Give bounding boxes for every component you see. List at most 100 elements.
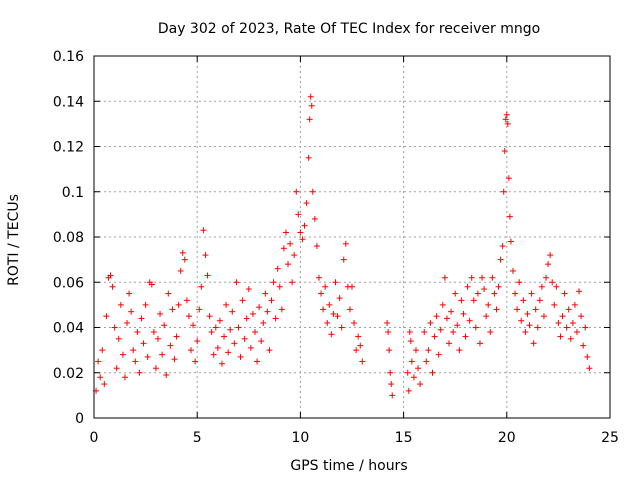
data-point — [573, 329, 580, 336]
data-point — [512, 290, 519, 297]
data-point — [101, 381, 108, 388]
y-tick-label: 0.06 — [53, 275, 84, 291]
data-point — [410, 374, 417, 381]
data-point — [196, 306, 203, 313]
data-point — [227, 326, 234, 333]
data-point — [231, 340, 238, 347]
data-point — [518, 317, 525, 324]
data-point — [483, 313, 490, 320]
data-point — [99, 347, 106, 354]
data-point — [245, 286, 252, 293]
data-point — [313, 243, 320, 250]
data-point — [202, 252, 209, 259]
data-point — [460, 310, 467, 317]
data-point — [429, 369, 436, 376]
data-point — [134, 329, 141, 336]
data-point — [126, 290, 133, 297]
data-point — [171, 356, 178, 363]
data-point — [355, 333, 362, 340]
y-tick-label: 0.14 — [53, 94, 84, 110]
data-point — [443, 315, 450, 322]
data-point — [225, 349, 232, 356]
data-point — [138, 315, 145, 322]
data-point — [425, 347, 432, 354]
data-point — [446, 340, 453, 347]
data-points — [93, 93, 593, 399]
data-point — [190, 322, 197, 329]
data-point — [437, 326, 444, 333]
data-point — [254, 358, 261, 365]
data-point — [233, 279, 240, 286]
data-point — [557, 333, 564, 340]
data-point — [448, 308, 455, 315]
data-point — [433, 313, 440, 320]
data-point — [113, 365, 120, 372]
data-point — [128, 308, 135, 315]
data-point — [268, 297, 275, 304]
data-point — [472, 324, 479, 331]
data-point — [280, 245, 287, 252]
data-point — [97, 374, 104, 381]
data-point — [328, 331, 335, 338]
x-tick-label: 5 — [193, 430, 202, 446]
data-point — [307, 93, 314, 100]
data-point — [543, 274, 550, 281]
data-point — [95, 358, 102, 365]
data-point — [235, 324, 242, 331]
data-point — [140, 340, 147, 347]
data-point — [206, 313, 213, 320]
data-point — [423, 358, 430, 365]
data-point — [491, 290, 498, 297]
data-point — [124, 319, 131, 326]
y-axis-label: ROTI / TECUs — [6, 194, 22, 286]
data-point — [578, 313, 585, 320]
data-point — [239, 297, 246, 304]
data-point — [121, 374, 128, 381]
data-point — [407, 338, 414, 345]
data-point — [194, 338, 201, 345]
data-point — [421, 329, 428, 336]
data-point — [154, 335, 161, 342]
data-point — [249, 310, 256, 317]
data-point — [545, 261, 552, 268]
data-point — [470, 297, 477, 304]
data-point — [495, 283, 502, 290]
data-point — [359, 358, 366, 365]
data-point — [481, 286, 488, 293]
data-point — [412, 347, 419, 354]
data-point — [504, 120, 511, 127]
data-point — [142, 301, 149, 308]
data-point — [561, 290, 568, 297]
data-point — [547, 252, 554, 259]
data-point — [389, 392, 396, 399]
data-point — [384, 319, 391, 326]
data-point — [487, 329, 494, 336]
data-point — [576, 288, 583, 295]
data-point — [159, 351, 166, 358]
data-point — [169, 306, 176, 313]
data-point — [278, 306, 285, 313]
data-point — [408, 358, 415, 365]
data-point — [198, 283, 205, 290]
data-point — [388, 381, 395, 388]
data-point — [385, 329, 392, 336]
data-point — [340, 256, 347, 263]
data-point — [334, 313, 341, 320]
data-point — [569, 319, 576, 326]
data-point — [200, 227, 207, 234]
data-point — [580, 342, 587, 349]
data-point — [502, 116, 509, 123]
data-point — [287, 240, 294, 247]
data-point — [165, 290, 172, 297]
x-tick-label: 0 — [90, 430, 99, 446]
data-point — [260, 319, 267, 326]
data-point — [204, 272, 211, 279]
data-point — [489, 274, 496, 281]
data-point — [177, 267, 184, 274]
data-point — [192, 358, 199, 365]
data-point — [109, 283, 116, 290]
data-point — [584, 353, 591, 360]
data-point — [500, 188, 507, 195]
data-point — [571, 301, 578, 308]
data-point — [441, 274, 448, 281]
